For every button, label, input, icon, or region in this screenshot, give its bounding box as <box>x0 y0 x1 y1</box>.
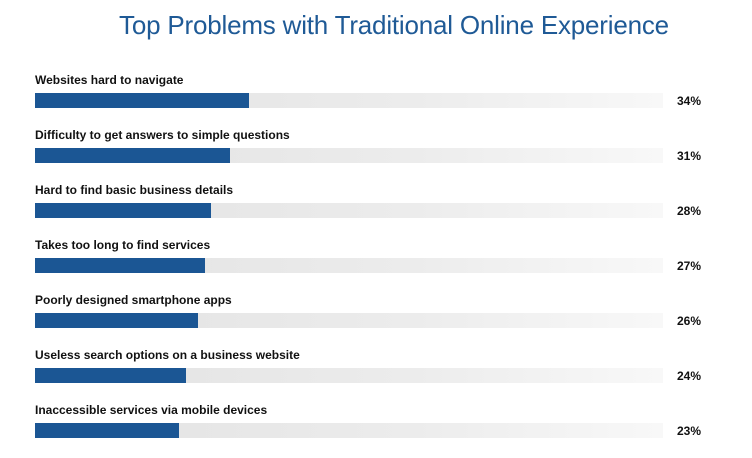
bar-track <box>35 93 663 108</box>
bar-track <box>35 203 663 218</box>
bar-row: Useless search options on a business web… <box>35 348 735 403</box>
bar-label: Takes too long to find services <box>35 238 211 252</box>
bar-row: Difficulty to get answers to simple ques… <box>35 128 735 183</box>
value-label: 26% <box>677 314 702 328</box>
bar-label: Websites hard to navigate <box>35 73 184 87</box>
bar <box>35 258 205 273</box>
bar <box>35 368 186 383</box>
bar-track <box>35 368 663 383</box>
bar-track <box>35 148 663 163</box>
bar-row: Hard to find basic business details 28% <box>35 183 735 238</box>
bar-label: Useless search options on a business web… <box>35 348 300 362</box>
value-label: 27% <box>677 259 702 273</box>
bar-row: Poorly designed smartphone apps 26% <box>35 293 735 348</box>
bar-list: Websites hard to navigate 34% Difficulty t… <box>35 73 735 458</box>
value-label: 23% <box>677 424 702 438</box>
value-label: 31% <box>677 149 702 163</box>
bar-label: Difficulty to get answers to simple ques… <box>35 128 290 142</box>
bar-label: Poorly designed smartphone apps <box>35 293 232 307</box>
bar-track <box>35 258 663 273</box>
value-label: 34% <box>677 94 702 108</box>
bar <box>35 313 199 328</box>
value-label: 24% <box>677 369 702 383</box>
bar-label: Inaccessible services via mobile devices <box>35 403 268 417</box>
bar-track <box>35 423 663 438</box>
bar-row: Takes too long to find services 27% <box>35 238 735 293</box>
bar <box>35 148 230 163</box>
bar-row: Websites hard to navigate 34% <box>35 73 735 128</box>
bar-label: Hard to find basic business details <box>35 183 234 197</box>
bar-row: Inaccessible services via mobile devices… <box>35 403 735 458</box>
bar <box>35 93 249 108</box>
bar <box>35 203 211 218</box>
bar <box>35 423 180 438</box>
chart-title: Top Problems with Traditional Online Exp… <box>119 10 669 40</box>
bar-track <box>35 313 663 328</box>
value-label: 28% <box>677 204 702 218</box>
